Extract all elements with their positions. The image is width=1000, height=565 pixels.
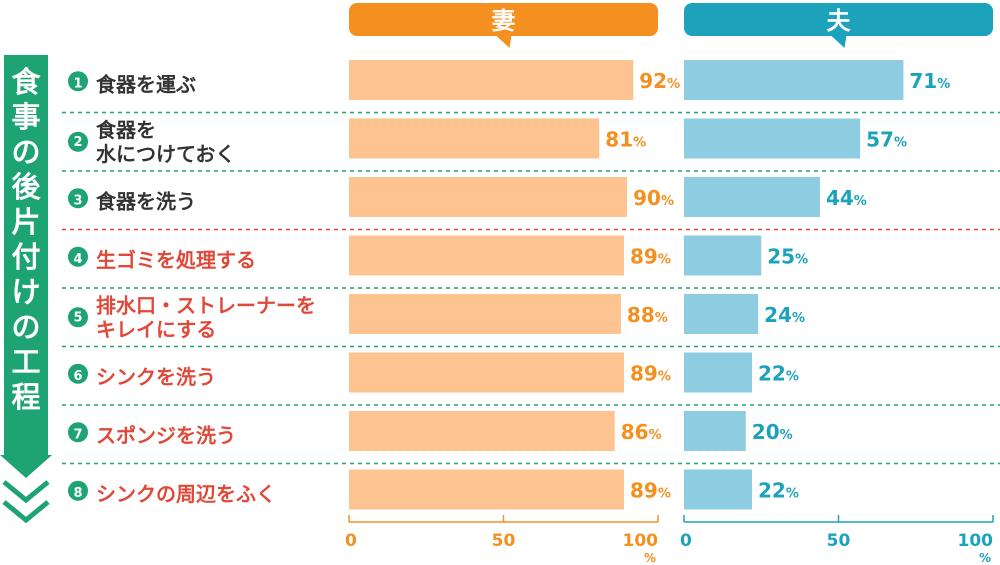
- tick-label: 100: [958, 531, 994, 551]
- step-number: 5: [73, 310, 82, 325]
- bar-2-4: [684, 235, 762, 276]
- step-number-circle: [68, 422, 88, 443]
- step-label: 排水口・ストレーナーを: [96, 293, 316, 317]
- bar-value-label: 88%: [627, 303, 668, 327]
- step-number: 8: [73, 486, 82, 501]
- side-label-char: 付: [11, 240, 40, 274]
- bar-value-label: 90%: [633, 186, 674, 210]
- bar-1-4: [349, 235, 625, 276]
- tick-label: 0: [345, 531, 357, 551]
- side-band: [4, 55, 48, 455]
- step-number: 7: [73, 427, 82, 442]
- step-number-circle: [68, 246, 88, 267]
- series-header-pointer-1: [495, 35, 512, 48]
- step-number-circle: [68, 188, 88, 209]
- tick-label: 0: [680, 531, 692, 551]
- side-label-char: の: [11, 310, 40, 344]
- step-number-circle: [68, 131, 88, 152]
- series-header-pointer-2: [830, 35, 847, 48]
- side-chevron-1: [2, 480, 50, 504]
- series-header-2: [684, 3, 993, 36]
- side-label-char: 程: [11, 380, 40, 414]
- tick-label: 50: [827, 531, 851, 551]
- step-number: 1: [73, 76, 82, 91]
- side-label-char: 片: [11, 205, 40, 239]
- step-label: 食器を洗う: [96, 189, 196, 213]
- series-header-1: [349, 3, 658, 36]
- bar-2-1: [684, 60, 904, 100]
- bar-2-7: [684, 411, 746, 451]
- side-label-char: け: [11, 275, 40, 309]
- bar-value-label: 22%: [758, 362, 799, 386]
- bar-1-6: [349, 352, 625, 393]
- step-label: キレイにする: [96, 317, 216, 341]
- bar-1-3: [349, 177, 628, 217]
- side-chevron-2: [2, 500, 50, 524]
- series-name-1: 妻: [492, 7, 516, 35]
- side-label-char: 食: [11, 65, 41, 99]
- step-label: 水につけておく: [96, 142, 235, 166]
- step-label: スポンジを洗う: [96, 423, 236, 447]
- step-label: シンクの周辺をふく: [96, 482, 276, 506]
- bar-value-label: 24%: [764, 303, 805, 327]
- step-number-circle: [68, 480, 88, 501]
- bar-value-label: 89%: [630, 479, 671, 503]
- bar-value-label: 25%: [767, 245, 808, 269]
- step-label: 生ゴミを処理する: [96, 248, 256, 272]
- side-label-char: 事: [11, 100, 40, 134]
- bar-1-1: [349, 60, 634, 100]
- side-label-char: 工: [11, 345, 40, 379]
- axis-unit: %: [644, 551, 656, 565]
- bar-2-3: [684, 177, 820, 217]
- step-label: 食器を: [96, 118, 156, 142]
- step-number: 2: [73, 135, 82, 150]
- step-number: 6: [73, 369, 82, 384]
- step-number-circle: [68, 307, 88, 328]
- axis-unit: %: [979, 551, 991, 565]
- bar-value-label: 89%: [630, 362, 671, 386]
- bar-value-label: 71%: [909, 69, 950, 93]
- tick-label: 100: [623, 531, 659, 551]
- bar-1-5: [349, 294, 621, 334]
- step-number: 3: [73, 193, 82, 208]
- series-name-2: 夫: [827, 7, 852, 35]
- bar-value-label: 92%: [639, 69, 680, 93]
- bar-2-2: [684, 118, 861, 159]
- bar-value-label: 89%: [630, 245, 671, 269]
- side-band-arrow: [0, 455, 52, 478]
- bar-value-label: 44%: [826, 186, 867, 210]
- bar-1-2: [349, 118, 600, 159]
- side-label-char: の: [11, 135, 40, 169]
- bar-value-label: 20%: [752, 420, 793, 444]
- step-label: シンクを洗う: [96, 365, 216, 389]
- step-label: 食器を運ぶ: [96, 72, 196, 96]
- bar-value-label: 86%: [621, 420, 662, 444]
- step-number-circle: [68, 363, 88, 384]
- bar-value-label: 57%: [866, 128, 907, 152]
- bar-2-5: [684, 294, 759, 334]
- bar-2-6: [684, 352, 752, 393]
- bar-value-label: 22%: [758, 479, 799, 503]
- bar-2-8: [684, 469, 752, 510]
- bar-value-label: 81%: [605, 128, 646, 152]
- side-label-char: 後: [11, 170, 41, 204]
- step-number: 4: [73, 252, 82, 267]
- bar-1-7: [349, 411, 615, 451]
- step-number-circle: [68, 71, 88, 92]
- tick-label: 50: [492, 531, 516, 551]
- bar-1-8: [349, 469, 625, 510]
